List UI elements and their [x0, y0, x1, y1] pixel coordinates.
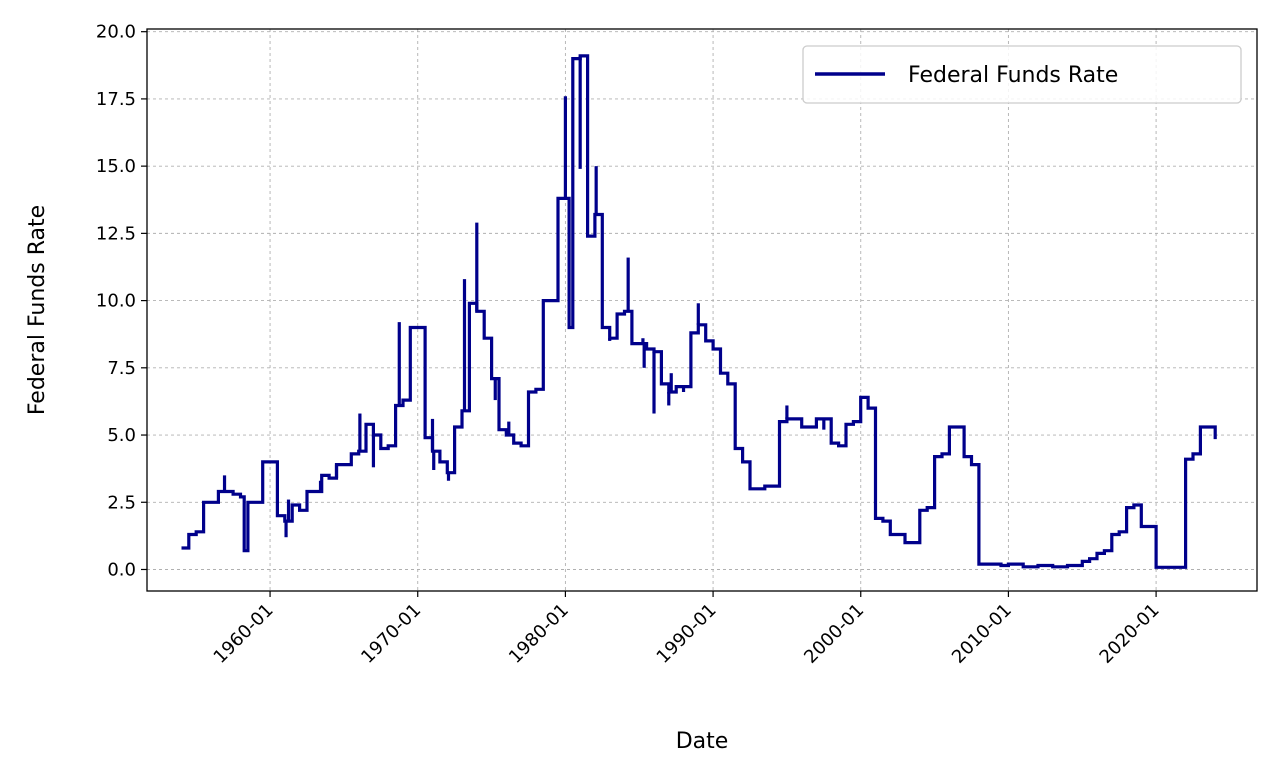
y-tick-label: 2.5 — [107, 492, 136, 513]
y-axis-label: Federal Funds Rate — [25, 205, 50, 415]
plot-area — [181, 54, 1217, 569]
y-tick-label: 17.5 — [96, 89, 136, 110]
legend: Federal Funds Rate — [802, 45, 1242, 104]
y-tick-label: 7.5 — [107, 358, 136, 379]
axes-frame — [146, 28, 1258, 592]
series-line-federal-funds-rate — [181, 54, 1217, 569]
y-tick-label: 12.5 — [96, 223, 136, 244]
legend-label: Federal Funds Rate — [908, 63, 1118, 88]
y-tick-label: 5.0 — [107, 425, 136, 446]
y-tick-label: 10.0 — [96, 291, 136, 312]
x-axis-label: Date — [676, 729, 729, 754]
y-tick-label: 20.0 — [96, 22, 136, 43]
legend-box — [802, 45, 1242, 104]
y-axis: 0.0 2.5 5.0 7.5 10.0 12.5 15.0 17.5 20.0 — [96, 22, 147, 580]
y-tick-label: 0.0 — [107, 559, 136, 580]
y-tick-label: 15.0 — [96, 156, 136, 177]
